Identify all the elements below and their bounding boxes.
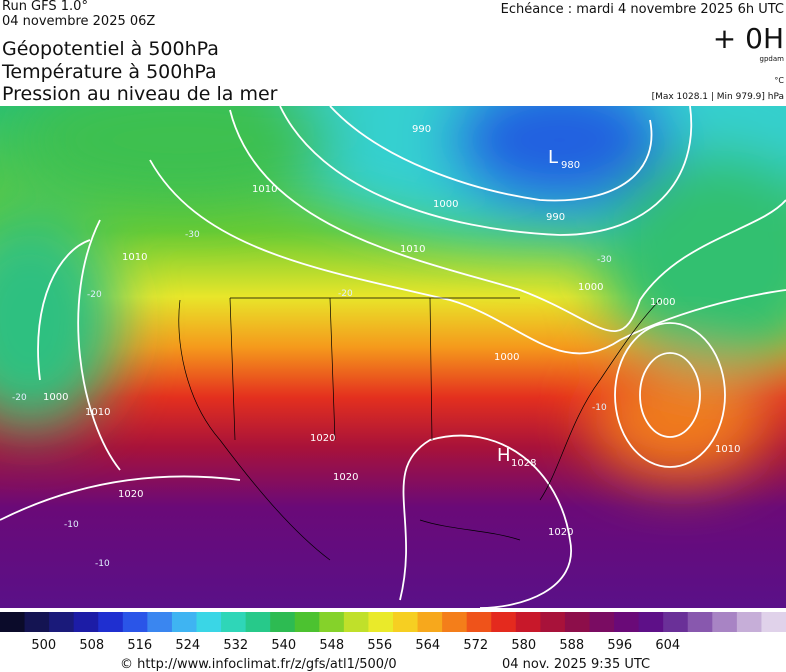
temperature-label: -10 (64, 520, 79, 530)
color-swatch (736, 612, 762, 632)
color-swatch (73, 612, 99, 632)
isobar-label: 1020 (548, 527, 573, 538)
color-swatch (417, 612, 443, 632)
temperature-label: -20 (87, 290, 102, 300)
color-swatch (196, 612, 222, 632)
color-swatch (761, 612, 786, 632)
low-value: 980 (561, 160, 580, 171)
color-swatch (294, 612, 320, 632)
title-line: Température à 500hPa (1, 61, 217, 83)
unit-temperature: °C (774, 76, 784, 85)
isobars (0, 106, 786, 608)
color-swatch (614, 612, 640, 632)
color-swatch (98, 612, 124, 632)
coastlines (178, 297, 661, 561)
colorbar-tick-label: 580 (511, 638, 536, 653)
colorbar: 500 508 516 524 532 540 548 556 564 572 580 588 596 6… (0, 612, 786, 653)
isobar-label: 1020 (333, 472, 358, 483)
map: L 980 H 1028 990 1000 1010 1010 1000 990… (0, 106, 786, 608)
color-swatch (589, 612, 615, 632)
isobar-label: 1010 (400, 244, 425, 255)
color-swatch (491, 612, 517, 632)
color-swatch (466, 612, 492, 632)
colorbar-tick-label: 556 (367, 638, 392, 653)
colorbar-tick-label: 540 (271, 638, 296, 653)
color-swatch (663, 612, 689, 632)
color-swatch (24, 612, 50, 632)
temperature-label: -20 (12, 393, 27, 403)
source-url: © http://www.infoclimat.fr/z/gfs/atl1/50… (120, 657, 397, 672)
colorbar-tick-label: 548 (319, 638, 344, 653)
pressure-range: [Max 1028.1 | Min 979.9] hPa (652, 92, 784, 102)
isobar-label: 1000 (494, 352, 519, 363)
isobar-label: 1000 (43, 392, 68, 403)
temperature-label: -10 (95, 559, 110, 569)
color-swatch (49, 612, 75, 632)
isobar-label: 1010 (252, 184, 277, 195)
colorbar-tick-label: 604 (655, 638, 680, 653)
isobar-label: 990 (412, 124, 431, 135)
high-value: 1028 (511, 458, 536, 469)
color-swatch (540, 612, 566, 632)
colorbar-tick-label: 516 (127, 638, 152, 653)
title-line: Géopotentiel à 500hPa (2, 38, 219, 60)
color-swatch (245, 612, 271, 632)
color-swatch (343, 612, 369, 632)
color-swatch (687, 612, 713, 632)
colorbar-tick-label: 564 (415, 638, 440, 653)
color-swatch (515, 612, 541, 632)
colorbar-tick-label: 532 (223, 638, 248, 653)
colorbar-tick-label: 524 (175, 638, 200, 653)
issue-date: 04 nov. 2025 9:35 UTC (502, 657, 650, 672)
isobar-label: 1010 (715, 444, 740, 455)
color-swatch (442, 612, 468, 632)
isobar-label: 1020 (118, 489, 143, 500)
temperature-label: -30 (597, 255, 612, 265)
title-line: Pression au niveau de la mer (2, 83, 278, 105)
temperature-label: -10 (592, 403, 607, 413)
isobar-label: 990 (546, 212, 565, 223)
color-swatch (147, 612, 173, 632)
color-swatch (393, 612, 419, 632)
isobar-label: 1000 (650, 297, 675, 308)
run-date: 04 novembre 2025 06Z (2, 14, 155, 29)
isobar-label: 1020 (310, 433, 335, 444)
color-swatch (270, 612, 296, 632)
temperature-labels: -30 -20 -20 -10 -20 -30 -10 -10 (12, 230, 612, 569)
forecast-offset: + 0H (713, 22, 784, 55)
footer: © http://www.infoclimat.fr/z/gfs/atl1/50… (120, 657, 650, 672)
isobar-label: 1010 (122, 252, 147, 263)
low-letter: L (548, 147, 558, 168)
color-swatch (368, 612, 394, 632)
isobar-label: 1010 (85, 407, 110, 418)
isobar-label: 1000 (578, 282, 603, 293)
colorbar-tick-label: 508 (79, 638, 104, 653)
color-swatch (221, 612, 247, 632)
colorbar-tick-label: 596 (607, 638, 632, 653)
color-swatch (171, 612, 197, 632)
temperature-label: -30 (185, 230, 200, 240)
temperature-label: -20 (338, 289, 353, 299)
echeance: Echéance : mardi 4 novembre 2025 6h UTC (501, 2, 784, 17)
unit-geopotential: gpdam (760, 55, 785, 63)
colorbar-tick-label: 588 (559, 638, 584, 653)
color-swatch (0, 612, 26, 632)
run-label: Run GFS 1.0° (2, 0, 88, 14)
color-swatch (712, 612, 738, 632)
color-swatch (564, 612, 590, 632)
color-swatch (319, 612, 345, 632)
colorbar-tick-label: 572 (463, 638, 488, 653)
colorbar-tick-label: 500 (31, 638, 56, 653)
header: Run GFS 1.0° 04 novembre 2025 06Z Géopot… (1, 0, 784, 105)
color-swatch (122, 612, 148, 632)
pressure-centers: L 980 H 1028 (497, 147, 580, 469)
high-letter: H (497, 445, 511, 466)
isobar-label: 1000 (433, 199, 458, 210)
isobar-labels: 990 1000 1010 1010 1000 990 1000 1010 10… (43, 124, 740, 538)
color-swatch (638, 612, 664, 632)
